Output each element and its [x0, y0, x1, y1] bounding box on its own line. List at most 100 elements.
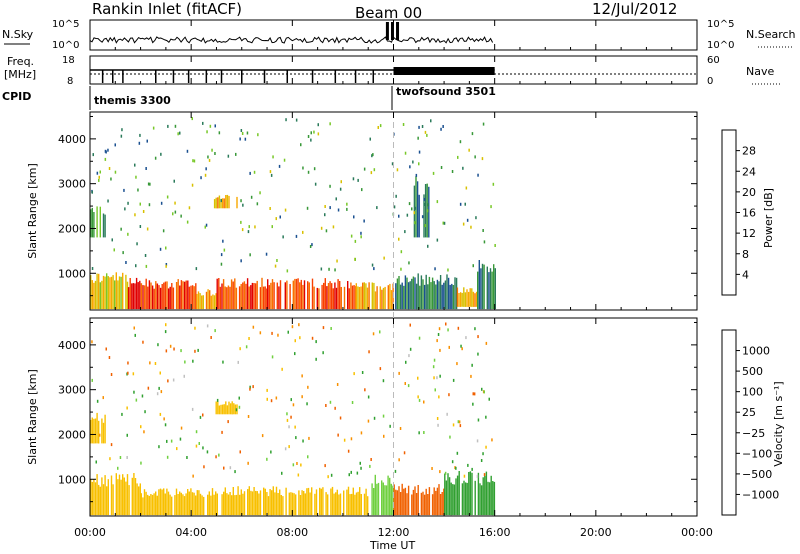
heatmap-cell: [110, 373, 113, 376]
heatmap-cell: [136, 242, 138, 246]
heatmap-cell: [427, 244, 429, 248]
heatmap-cell: [279, 280, 282, 310]
heatmap-cell: [180, 214, 182, 218]
heatmap-cell: [160, 152, 162, 156]
heatmap-cell: [279, 489, 281, 516]
heatmap-cell: [122, 474, 124, 516]
heatmap-cell: [383, 256, 385, 260]
heatmap-cell: [355, 283, 357, 310]
heatmap-cell: [494, 244, 496, 247]
heatmap-cell: [264, 488, 266, 516]
heatmap-cell: [104, 157, 107, 161]
nsky-spike: [396, 22, 400, 40]
heatmap-cell: [221, 283, 223, 310]
nave-tick-top: 60: [707, 55, 720, 66]
heatmap-cell: [290, 492, 292, 516]
heatmap-cell: [323, 282, 325, 310]
heatmap-cell: [409, 323, 411, 327]
heatmap-cell: [173, 179, 175, 183]
heatmap-cell: [139, 280, 141, 310]
heatmap-cell: [463, 474, 466, 478]
heatmap-cell: [282, 235, 284, 239]
heatmap-cell: [259, 331, 262, 335]
heatmap-cell: [472, 264, 474, 268]
heatmap-cell: [171, 283, 173, 310]
heatmap-cell: [266, 288, 268, 310]
heatmap-cell: [461, 292, 463, 307]
heatmap-cell: [292, 403, 295, 407]
heatmap-cell: [195, 444, 198, 448]
heatmap-cell: [237, 360, 239, 364]
heatmap-cell: [434, 267, 436, 271]
heatmap-cell: [94, 482, 97, 516]
heatmap-cell: [295, 278, 298, 310]
heatmap-cell: [302, 166, 304, 170]
heatmap-cell: [455, 478, 457, 516]
heatmap-cell: [356, 471, 359, 475]
heatmap-cell: [317, 132, 320, 136]
heatmap-cell: [164, 493, 166, 516]
heatmap-cell: [303, 280, 306, 310]
heatmap-cell: [110, 276, 113, 310]
heatmap-cell: [443, 488, 445, 516]
heatmap-cell: [376, 206, 378, 210]
heatmap-cell: [307, 170, 310, 174]
heatmap-cell: [266, 397, 268, 401]
heatmap-cell: [428, 186, 430, 238]
heatmap-cell: [243, 281, 246, 310]
heatmap-cell: [214, 329, 216, 333]
heatmap-cell: [286, 412, 288, 416]
heatmap-cell: [188, 286, 191, 310]
heatmap-cell: [101, 477, 103, 516]
heatmap-cell: [471, 472, 473, 516]
heatmap-cell: [256, 202, 259, 206]
heatmap-cell: [90, 479, 92, 516]
heatmap-cell: [91, 378, 93, 382]
heatmap-cell: [417, 395, 419, 399]
heatmap-cell: [438, 327, 441, 331]
heatmap-cell: [234, 470, 236, 474]
heatmap-cell: [373, 488, 375, 516]
heatmap-cell: [93, 418, 95, 444]
heatmap-cell: [433, 281, 435, 310]
heatmap-cell: [241, 228, 244, 232]
heatmap-cell: [126, 281, 129, 310]
heatmap-cell: [147, 182, 150, 186]
heatmap-cell: [140, 461, 142, 465]
heatmap-cell: [493, 264, 495, 310]
heatmap-cell: [225, 195, 227, 209]
heatmap-cell: [147, 494, 149, 516]
heatmap-cell: [423, 197, 426, 201]
heatmap-cell: [347, 486, 350, 516]
heatmap-cell: [132, 283, 135, 310]
heatmap-cell: [436, 417, 439, 420]
heatmap-cell: [156, 495, 158, 516]
heatmap-cell: [215, 197, 217, 209]
heatmap-cell: [269, 207, 271, 210]
heatmap-cell: [271, 355, 274, 359]
heatmap-cell: [369, 137, 371, 141]
colorbar-tick-label: 20: [742, 186, 756, 199]
heatmap-cell: [108, 356, 111, 359]
heatmap-cell: [234, 278, 236, 310]
heatmap-cell: [227, 285, 230, 310]
heatmap-cell: [491, 438, 493, 442]
heatmap-cell: [351, 401, 354, 404]
heatmap-cell: [395, 194, 397, 198]
heatmap-cell: [202, 121, 204, 125]
heatmap-cell: [174, 210, 177, 214]
heatmap-cell: [133, 390, 135, 394]
heatmap-cell: [332, 288, 334, 310]
heatmap-cell: [134, 283, 136, 310]
heatmap-cell: [151, 494, 154, 516]
heatmap-cell: [240, 489, 242, 516]
heatmap-cell: [286, 269, 289, 273]
heatmap-cell: [452, 484, 454, 516]
heatmap-cell: [447, 473, 449, 516]
heatmap-cell: [453, 484, 456, 516]
heatmap-cell: [179, 131, 181, 135]
heatmap-cell: [371, 263, 374, 267]
heatmap-cell: [360, 494, 362, 516]
heatmap-cell: [106, 273, 108, 310]
heatmap-cell: [247, 461, 249, 465]
